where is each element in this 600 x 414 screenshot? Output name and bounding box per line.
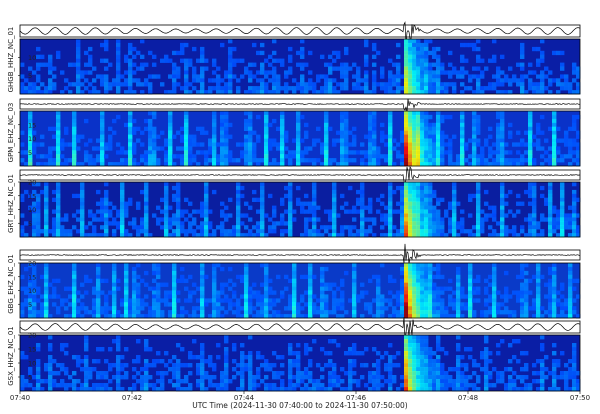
- x-tick-label: 07:46: [346, 394, 367, 402]
- waveform-trace: [19, 21, 581, 44]
- spectrogram: [20, 111, 581, 167]
- station-panel-1: 5 10 15 GPM_EHZ_NC_03: [7, 98, 581, 167]
- y-tick-label: 10: [28, 54, 36, 62]
- waveform-trace: [19, 243, 581, 264]
- station-label: GPM_EHZ_NC_03: [7, 103, 15, 163]
- y-tick-label: 5: [28, 149, 32, 157]
- spectrogram: [20, 335, 581, 392]
- y-tick-label: 15: [28, 121, 36, 129]
- spectrogram: [20, 182, 581, 238]
- y-tick-label: 20: [28, 260, 36, 268]
- y-tick-label: 10: [28, 360, 36, 368]
- y-tick-label: 15: [28, 192, 36, 200]
- y-tick-label: 20: [28, 179, 36, 187]
- waveform-trace: [19, 98, 581, 113]
- spectrogram: [20, 39, 581, 95]
- station-panel-4: 5 10 15 20 GSX_HHZ_NC_01: [7, 317, 581, 392]
- station-panel-2: 5 10 15 20 GRT_HHZ_NC_01: [7, 166, 581, 238]
- waveform-trace: [19, 317, 581, 339]
- y-tick-label: 10: [28, 206, 36, 214]
- y-tick-label: 15: [28, 273, 36, 281]
- y-tick-label: 10: [28, 287, 36, 295]
- station-label: GRT_HHZ_NC_01: [7, 174, 15, 233]
- station-label: GHGB_HHZ_NC_01: [7, 27, 15, 93]
- waveform-frame: [19, 24, 581, 38]
- station-panel-3: 5 10 15 20 GBG_EHZ_NC_01: [7, 243, 581, 319]
- station-panel-0: 5 10 GHGB_HHZ_NC_01: [7, 21, 581, 95]
- waveform-trace: [19, 166, 581, 185]
- station-label: GSX_HHZ_NC_01: [7, 326, 15, 386]
- x-axis-label: UTC Time (2024-11-30 07:40:00 to 2024-11…: [192, 401, 408, 410]
- spectrogram: [20, 263, 581, 319]
- y-tick-label: 5: [28, 374, 32, 382]
- x-tick-label: 07:42: [122, 394, 142, 402]
- x-tick-label: 07:40: [10, 394, 30, 402]
- x-tick-label: 07:50: [570, 394, 590, 402]
- station-label: GBG_EHZ_NC_01: [7, 254, 15, 314]
- y-tick-label: 5: [28, 220, 32, 228]
- x-axis: 07:40 07:42 07:44 07:46 07:48 07:50: [10, 391, 590, 402]
- y-tick-label: 5: [28, 301, 32, 309]
- waveform-frame: [19, 320, 581, 334]
- y-tick-label: 20: [28, 332, 36, 340]
- y-tick-label: 5: [28, 72, 32, 80]
- x-tick-label: 07:44: [234, 394, 255, 402]
- y-tick-label: 15: [28, 346, 36, 354]
- y-tick-label: 10: [28, 135, 36, 143]
- x-tick-label: 07:48: [458, 394, 478, 402]
